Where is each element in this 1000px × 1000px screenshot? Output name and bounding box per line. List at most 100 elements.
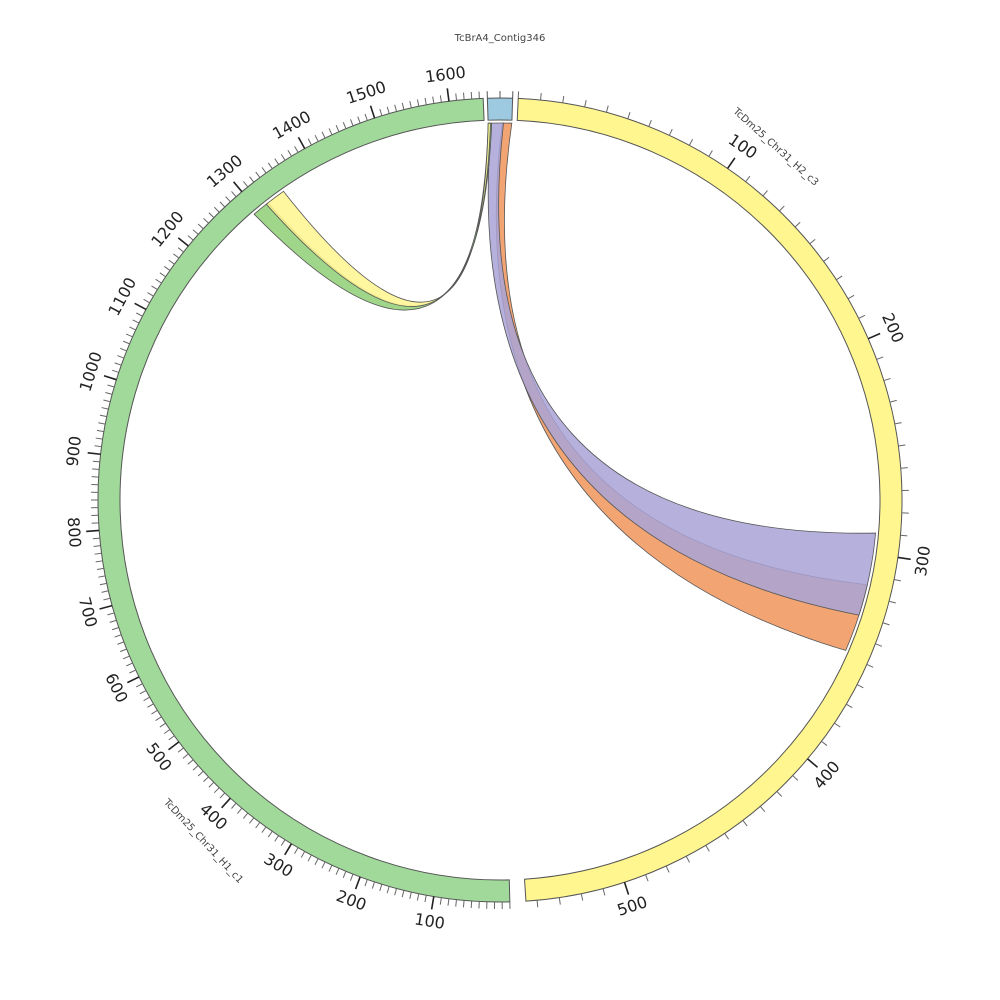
tick-major [446, 88, 450, 102]
tick-minor [335, 868, 340, 875]
tick-minor [122, 655, 130, 660]
tick-minor [219, 201, 226, 208]
tick-minor [809, 238, 816, 245]
tick-minor [898, 444, 906, 447]
tick-minor [182, 753, 189, 759]
tick-minor [93, 545, 101, 547]
tick-minor [357, 116, 361, 124]
tick-minor [107, 384, 115, 388]
tick-label: 700 [75, 595, 101, 629]
tick-minor [858, 314, 866, 319]
tick-minor [187, 235, 194, 241]
tick-label: 200 [878, 310, 908, 346]
tick-minor [99, 582, 107, 586]
tick-major [867, 332, 881, 340]
tick-minor [214, 206, 220, 213]
tick-minor [779, 205, 785, 212]
tick-minor [439, 897, 442, 905]
tick-label: 800 [64, 516, 85, 548]
links-layer [253, 122, 876, 651]
tick-major [168, 741, 180, 751]
tick-minor [364, 879, 368, 887]
tick-minor [300, 851, 306, 858]
tick-minor [745, 175, 751, 183]
tick-minor [147, 703, 154, 708]
tick-minor [856, 684, 864, 689]
tick-minor [893, 578, 902, 582]
tick-minor [888, 600, 896, 604]
tick-minor [401, 102, 405, 110]
tick-minor [163, 729, 171, 734]
tick-major [726, 157, 736, 170]
tick-minor [342, 122, 347, 129]
tick-label: 400 [196, 799, 231, 834]
segment-contig [486, 97, 514, 121]
tick-minor [122, 340, 130, 345]
tick-minor [119, 347, 127, 352]
tick-minor [882, 622, 890, 626]
tick-minor [708, 150, 713, 157]
tick-label: 1500 [344, 77, 389, 108]
tick-minor [821, 740, 828, 746]
tick-label: 1100 [104, 274, 140, 319]
tick-minor [294, 847, 299, 854]
tick-major [807, 758, 819, 768]
tick-minor [328, 864, 333, 872]
tick-major [99, 604, 113, 610]
tick-minor [219, 792, 226, 799]
tick-minor [424, 895, 427, 903]
tick-minor [274, 835, 280, 842]
tick-minor [287, 150, 292, 157]
tick-minor [645, 874, 649, 882]
tick-minor [462, 900, 465, 908]
tick-minor [139, 690, 147, 695]
tick-minor [409, 891, 412, 900]
tick-major [177, 237, 189, 247]
tick-minor [103, 399, 111, 403]
tick-major [897, 556, 911, 561]
tick-minor [688, 138, 694, 146]
tick-minor [759, 806, 766, 813]
tick-minor [267, 162, 273, 169]
tick-major [127, 676, 140, 684]
tick-minor [668, 128, 673, 136]
tick-minor [846, 703, 853, 709]
tick-minor [111, 369, 119, 373]
tick-label: 200 [334, 886, 369, 914]
tick-minor [242, 812, 249, 819]
tick-minor [98, 422, 106, 425]
tick-minor [95, 560, 103, 563]
tick-minor [111, 627, 119, 631]
tick-minor [129, 669, 136, 674]
tick-minor [294, 146, 299, 153]
tick-minor [243, 181, 249, 188]
tick-minor [208, 781, 215, 788]
tick-label: 400 [810, 757, 844, 793]
tick-minor [92, 468, 100, 470]
tick-minor [394, 888, 397, 896]
tick-minor [602, 888, 606, 896]
tick-minor [168, 259, 175, 265]
tick-minor [335, 125, 340, 132]
tick-minor [203, 217, 209, 224]
tick-minor [197, 223, 204, 230]
tick-minor [562, 95, 565, 103]
tick-minor [261, 167, 267, 174]
tick-minor [114, 362, 122, 366]
tick-minor [117, 355, 125, 359]
tick-minor [866, 664, 874, 668]
tick-minor [432, 96, 435, 104]
tick-minor [627, 112, 631, 120]
tick-minor [95, 437, 103, 440]
tick-minor [213, 787, 220, 794]
tick-major [354, 876, 361, 890]
tick-minor [94, 445, 102, 448]
tick-minor [101, 407, 109, 410]
tick-minor [109, 619, 117, 623]
tick-minor [208, 212, 215, 218]
tick-label: 1300 [203, 151, 246, 192]
tick-minor [462, 92, 465, 100]
tick-minor [307, 138, 312, 146]
tick-minor [177, 247, 184, 253]
